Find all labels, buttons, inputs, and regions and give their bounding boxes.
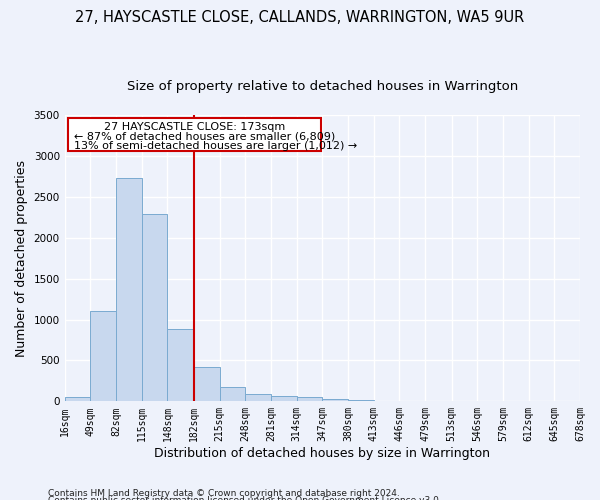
Bar <box>322 399 348 402</box>
Bar <box>220 388 245 402</box>
Text: ← 87% of detached houses are smaller (6,809): ← 87% of detached houses are smaller (6,… <box>74 132 335 141</box>
Bar <box>68 118 321 151</box>
Text: 27, HAYSCASTLE CLOSE, CALLANDS, WARRINGTON, WA5 9UR: 27, HAYSCASTLE CLOSE, CALLANDS, WARRINGT… <box>76 10 524 25</box>
Bar <box>194 367 220 402</box>
Bar <box>65 397 91 402</box>
Bar <box>271 396 296 402</box>
Text: Contains public sector information licensed under the Open Government Licence v3: Contains public sector information licen… <box>48 496 442 500</box>
Bar <box>142 214 167 402</box>
Bar <box>167 330 193 402</box>
Bar <box>296 397 322 402</box>
Bar <box>91 310 116 402</box>
Bar <box>245 394 271 402</box>
Bar <box>348 400 374 402</box>
Text: 27 HAYSCASTLE CLOSE: 173sqm: 27 HAYSCASTLE CLOSE: 173sqm <box>104 122 285 132</box>
Text: 13% of semi-detached houses are larger (1,012) →: 13% of semi-detached houses are larger (… <box>74 140 357 150</box>
Text: Contains HM Land Registry data © Crown copyright and database right 2024.: Contains HM Land Registry data © Crown c… <box>48 488 400 498</box>
Bar <box>116 178 142 402</box>
Y-axis label: Number of detached properties: Number of detached properties <box>15 160 28 356</box>
Title: Size of property relative to detached houses in Warrington: Size of property relative to detached ho… <box>127 80 518 93</box>
X-axis label: Distribution of detached houses by size in Warrington: Distribution of detached houses by size … <box>154 447 490 460</box>
Bar <box>374 400 400 402</box>
